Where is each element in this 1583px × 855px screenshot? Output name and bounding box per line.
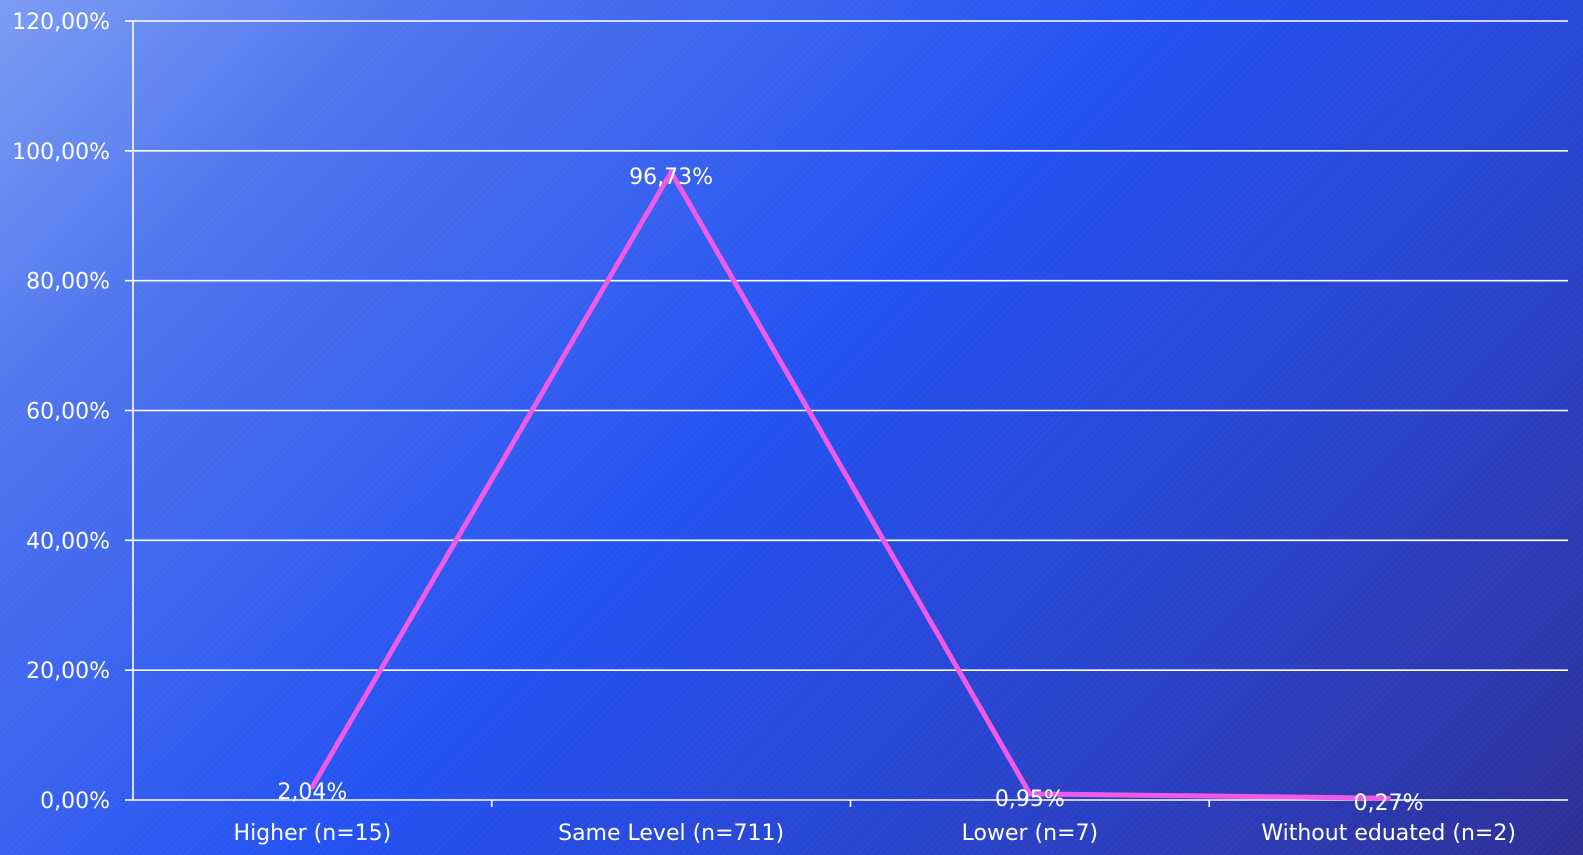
x-category-label: Higher (n=15) bbox=[234, 821, 392, 846]
x-category-label: Same Level (n=711) bbox=[558, 821, 784, 846]
series-line bbox=[310, 167, 1389, 801]
axes bbox=[125, 20, 1568, 807]
y-tick-label: 0,00% bbox=[40, 789, 110, 814]
data-labels: 2,04% 96,73% 0,95% 0,27% bbox=[277, 165, 1423, 816]
data-point bbox=[1027, 791, 1033, 797]
y-tick-labels: 0,00% 20,00% 40,00% 60,00% 80,00% 100,00% 120,… bbox=[12, 10, 110, 814]
data-label: 96,73% bbox=[629, 165, 713, 190]
y-tick-label: 40,00% bbox=[26, 529, 110, 554]
gridlines bbox=[133, 20, 1568, 671]
x-category-labels: Higher (n=15) Same Level (n=711) Lower (n=… bbox=[234, 821, 1516, 846]
data-label: 2,04% bbox=[277, 780, 347, 805]
y-tick-label: 60,00% bbox=[26, 400, 110, 425]
y-tick-label: 20,00% bbox=[26, 659, 110, 684]
y-tick-label: 100,00% bbox=[12, 140, 110, 165]
y-tick-label: 80,00% bbox=[26, 270, 110, 295]
data-point bbox=[668, 169, 674, 175]
data-label: 0,27% bbox=[1354, 791, 1424, 816]
x-category-label: Lower (n=7) bbox=[962, 821, 1098, 846]
data-point bbox=[309, 784, 315, 790]
data-label: 0,95% bbox=[995, 787, 1065, 812]
x-category-label: Without eduated (n=2) bbox=[1261, 821, 1516, 846]
data-point bbox=[1386, 795, 1392, 801]
y-tick-label: 120,00% bbox=[12, 10, 110, 35]
series-lines bbox=[309, 167, 1392, 801]
